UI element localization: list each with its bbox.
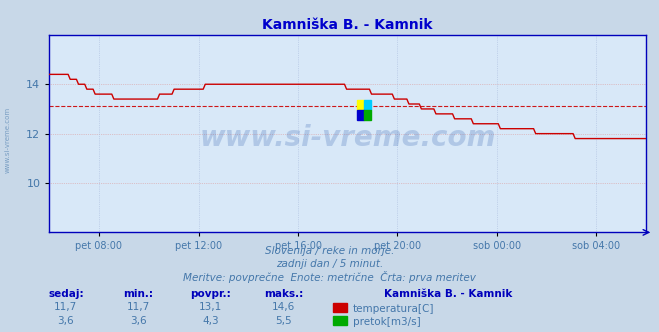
Text: maks.:: maks.: [264, 289, 303, 299]
Text: 3,6: 3,6 [130, 316, 147, 326]
Text: 11,7: 11,7 [54, 302, 78, 312]
Bar [357, 110, 364, 120]
Text: 11,7: 11,7 [127, 302, 150, 312]
Text: Kamniška B. - Kamnik: Kamniška B. - Kamnik [384, 289, 512, 299]
Text: zadnji dan / 5 minut.: zadnji dan / 5 minut. [276, 259, 383, 269]
Bar [364, 100, 372, 110]
Title: Kamniška B. - Kamnik: Kamniška B. - Kamnik [262, 18, 433, 32]
Text: sedaj:: sedaj: [48, 289, 84, 299]
Text: pretok[m3/s]: pretok[m3/s] [353, 317, 420, 327]
Text: 3,6: 3,6 [57, 316, 74, 326]
Bar [364, 110, 372, 120]
Text: povpr.:: povpr.: [190, 289, 231, 299]
Text: temperatura[C]: temperatura[C] [353, 304, 434, 314]
Text: www.si-vreme.com: www.si-vreme.com [200, 124, 496, 152]
Text: 13,1: 13,1 [199, 302, 223, 312]
Text: min.:: min.: [123, 289, 154, 299]
Text: 14,6: 14,6 [272, 302, 295, 312]
Text: www.si-vreme.com: www.si-vreme.com [5, 106, 11, 173]
Text: Slovenija / reke in morje.: Slovenija / reke in morje. [265, 246, 394, 256]
Text: Meritve: povprečne  Enote: metrične  Črta: prva meritev: Meritve: povprečne Enote: metrične Črta:… [183, 271, 476, 283]
Bar [357, 100, 364, 110]
Text: 5,5: 5,5 [275, 316, 292, 326]
Text: 4,3: 4,3 [202, 316, 219, 326]
